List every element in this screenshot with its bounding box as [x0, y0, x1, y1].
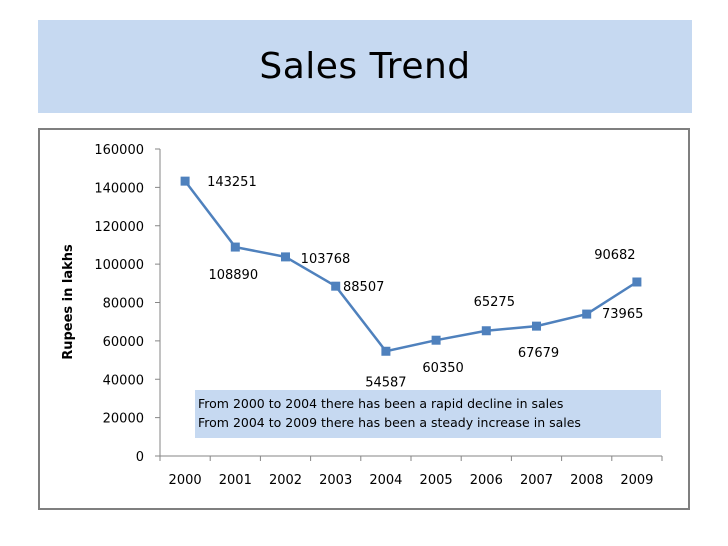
data-label: 73965 [602, 307, 643, 322]
y-tick-label: 100000 [94, 258, 144, 273]
chart-frame: Rupees in lakhs 0 20000 40000 60000 80000 100… [38, 128, 690, 510]
data-point-marker [381, 346, 391, 356]
x-tick-label: 2005 [420, 473, 453, 488]
data-point-marker [532, 321, 541, 331]
data-point-marker [180, 176, 190, 186]
annotation-line-1: From 2000 to 2004 there has been a rapid… [198, 396, 564, 411]
series-line [184, 180, 638, 353]
x-axis-ticks: 2000 2001 2002 2003 2004 2005 2006 2007 2008 2009 [159, 456, 663, 488]
y-tick-label: 20000 [103, 412, 144, 427]
y-tick-label: 40000 [103, 373, 144, 388]
y-axis-label: Rupees in lakhs [61, 244, 76, 360]
data-point-marker [230, 242, 240, 252]
data-label: 143251 [207, 175, 257, 190]
y-tick-label: 120000 [94, 220, 144, 235]
data-labels: 143251 108890 103768 88507 54587 60350 65275 67… [207, 175, 643, 390]
series-markers [180, 176, 642, 356]
title-banner: Sales Trend [38, 20, 692, 113]
x-tick-label: 2007 [520, 473, 553, 488]
x-tick-label: 2006 [470, 473, 503, 488]
data-label: 67679 [518, 346, 559, 361]
data-label: 103768 [301, 252, 351, 267]
data-label: 60350 [422, 361, 463, 376]
data-label: 65275 [474, 295, 515, 310]
data-point-marker [281, 252, 290, 262]
x-tick-label: 2001 [219, 473, 252, 488]
data-point-marker [481, 326, 491, 336]
x-tick-label: 2002 [269, 473, 302, 488]
y-tick-label: 80000 [103, 297, 144, 312]
x-tick-label: 2009 [620, 473, 653, 488]
y-tick-label: 60000 [103, 335, 144, 350]
y-axis-ticks: 0 20000 40000 60000 80000 100000 120000 140000 1… [94, 143, 160, 465]
x-tick-label: 2000 [169, 473, 202, 488]
x-tick-label: 2004 [369, 473, 402, 488]
data-point-marker [331, 281, 341, 291]
data-label: 90682 [594, 248, 635, 263]
annotation-box [195, 390, 661, 438]
data-point-marker [632, 277, 642, 287]
y-tick-label: 160000 [94, 143, 144, 158]
y-tick-label: 0 [136, 450, 144, 465]
x-tick-label: 2003 [319, 473, 352, 488]
slide-title: Sales Trend [259, 46, 471, 87]
data-label: 88507 [343, 280, 384, 295]
data-point-marker [431, 335, 441, 345]
y-tick-label: 140000 [94, 181, 144, 196]
x-tick-label: 2008 [570, 473, 603, 488]
data-point-marker [582, 309, 592, 319]
annotation-line-2: From 2004 to 2009 there has been a stead… [198, 415, 581, 430]
data-label: 108890 [208, 268, 258, 283]
sales-line-chart: Rupees in lakhs 0 20000 40000 60000 80000 100… [61, 143, 663, 488]
data-label: 54587 [365, 375, 406, 390]
